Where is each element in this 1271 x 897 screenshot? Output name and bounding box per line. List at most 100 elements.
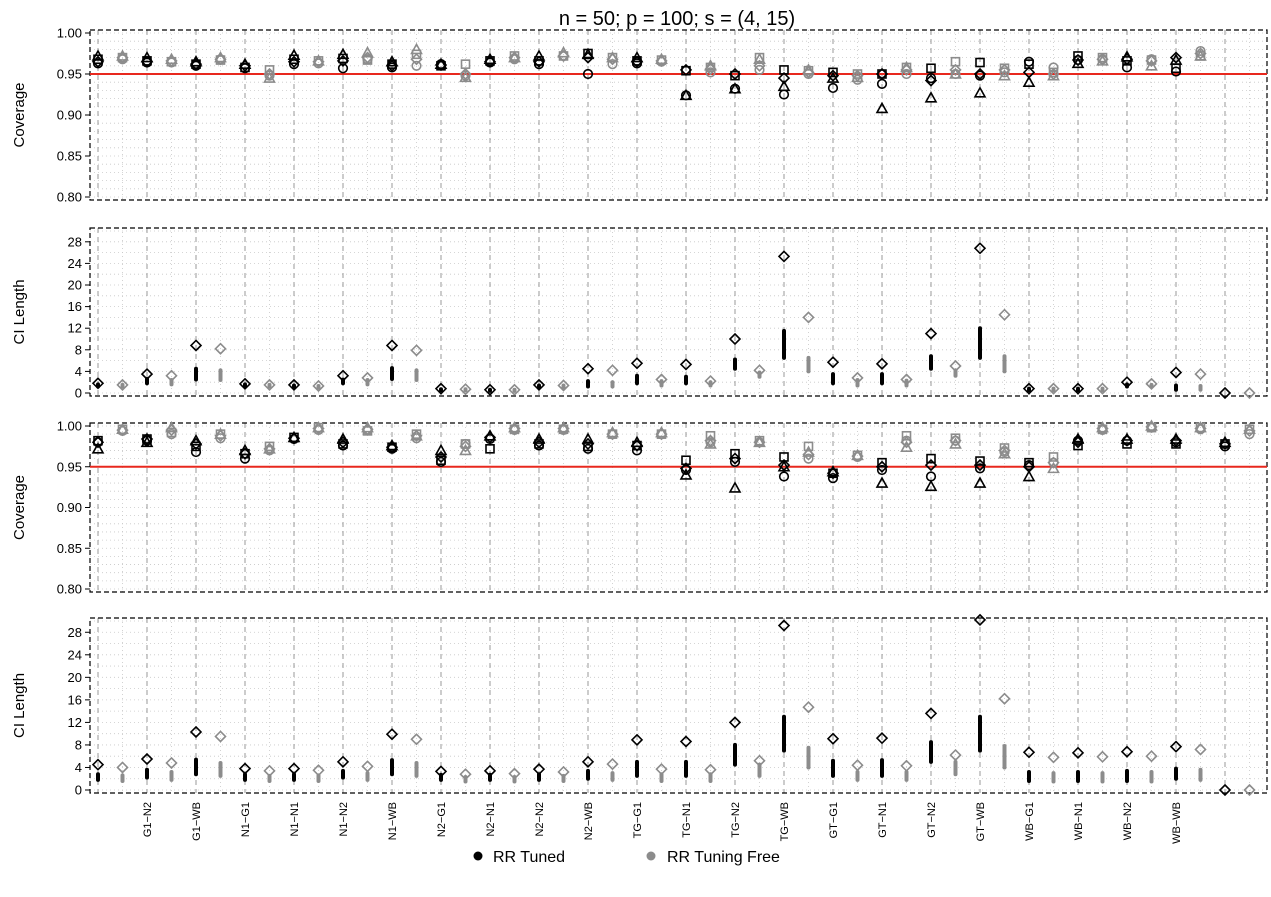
- x-tick-label: N2−G1: [436, 802, 448, 837]
- point-free-diamond: [606, 53, 619, 66]
- x-tick-label: N1−N2: [338, 802, 350, 837]
- point-free-triangle: [410, 42, 423, 55]
- point-tuned-diamond: [91, 758, 105, 771]
- point-free-diamond: [165, 423, 178, 437]
- point-free-diamond: [214, 730, 227, 743]
- panel-3: 0 4 8 12 16 20 24 28 CI Length: [11, 613, 1268, 798]
- point-tuned-diamond: [679, 462, 693, 475]
- point-free-diamond: [1096, 750, 1109, 763]
- point-free-triangle: [1096, 420, 1109, 433]
- point-free-diamond: [165, 756, 178, 770]
- point-free-diamond: [949, 359, 962, 373]
- point-free-diamond: [802, 701, 815, 714]
- point-tuned-diamond: [1169, 51, 1183, 64]
- point-free-diamond: [557, 49, 570, 63]
- point-tuned-diamond: [1169, 434, 1183, 447]
- point-tuned-diamond: [1071, 53, 1085, 67]
- point-free-diamond: [655, 428, 668, 441]
- point-free-diamond: [557, 765, 570, 779]
- x-tick-label: GT−N2: [926, 802, 938, 838]
- point-tuned-square: [828, 67, 838, 78]
- point-tuned-diamond: [1218, 386, 1232, 400]
- point-tuned-diamond: [826, 467, 840, 480]
- point-tuned-diamond: [287, 432, 301, 445]
- x-tick-label: WB−N2: [1122, 802, 1134, 840]
- point-free-diamond: [949, 748, 962, 762]
- point-tuned-diamond: [581, 51, 595, 64]
- point-tuned-diamond: [483, 764, 497, 777]
- point-tuned-diamond: [91, 436, 105, 449]
- point-tuned-diamond: [973, 67, 987, 81]
- point-tuned-diamond: [973, 242, 987, 255]
- point-tuned-circle: [435, 456, 447, 467]
- y-tick-label: 8: [75, 342, 82, 357]
- point-free-triangle: [753, 52, 766, 65]
- point-free-diamond: [606, 364, 619, 377]
- point-tuned-diamond: [189, 339, 203, 352]
- y-tick-label: 0.85: [57, 149, 82, 164]
- point-tuned-diamond: [238, 762, 252, 775]
- point-tuned-diamond: [434, 450, 448, 464]
- point-tuned-circle: [1023, 56, 1035, 67]
- panel-frame: [89, 422, 1268, 593]
- y-tick-label: 20: [68, 278, 82, 293]
- point-tuned-diamond: [630, 733, 644, 746]
- point-free-diamond: [116, 761, 129, 774]
- point-free-diamond: [508, 383, 521, 396]
- point-tuned-square: [1122, 439, 1132, 449]
- point-tuned-triangle: [973, 86, 987, 98]
- x-tick-label: TG−N2: [730, 802, 742, 838]
- point-tuned-circle: [925, 72, 937, 84]
- point-free-diamond: [214, 429, 227, 442]
- point-tuned-diamond: [287, 378, 301, 392]
- y-tick-label: 0.85: [57, 541, 82, 556]
- point-free-diamond: [116, 378, 129, 392]
- point-free-diamond: [410, 733, 423, 746]
- point-tuned-diamond: [140, 55, 154, 68]
- y-tick-label: 0: [75, 783, 82, 798]
- point-tuned-diamond: [1120, 53, 1134, 66]
- point-tuned-diamond: [728, 332, 742, 346]
- panel-frame: [89, 227, 1268, 397]
- point-free-triangle: [508, 420, 521, 433]
- point-tuned-diamond: [238, 447, 252, 460]
- point-free-diamond: [1243, 424, 1256, 438]
- point-free-diamond: [900, 63, 913, 77]
- point-free-diamond: [312, 764, 325, 777]
- point-free-diamond: [851, 371, 864, 385]
- point-free-square: [1048, 452, 1059, 462]
- point-free-diamond: [704, 763, 717, 776]
- point-tuned-diamond: [1022, 746, 1036, 759]
- point-tuned-circle: [190, 446, 202, 458]
- point-tuned-diamond: [679, 358, 693, 371]
- y-tick-label: 8: [75, 737, 82, 752]
- point-free-square: [999, 443, 1010, 453]
- point-free-diamond: [459, 768, 472, 781]
- point-free-diamond: [1096, 53, 1109, 66]
- y-tick-label: 24: [68, 256, 82, 271]
- point-free-circle: [754, 64, 765, 75]
- point-tuned-triangle: [532, 49, 546, 61]
- y-tick-label: 16: [68, 299, 82, 314]
- point-free-diamond: [1047, 67, 1060, 81]
- point-free-diamond: [312, 379, 325, 393]
- point-free-diamond: [165, 54, 178, 68]
- point-tuned-diamond: [1169, 366, 1183, 379]
- y-axis-label: CI Length: [11, 279, 28, 344]
- point-free-diamond: [851, 69, 864, 82]
- point-free-diamond: [361, 760, 374, 773]
- point-tuned-diamond: [679, 735, 693, 748]
- point-tuned-triangle: [336, 432, 350, 444]
- point-free-diamond: [508, 51, 521, 64]
- point-tuned-diamond: [238, 59, 252, 72]
- point-tuned-diamond: [875, 67, 889, 81]
- point-tuned-diamond: [238, 377, 252, 390]
- y-tick-label: 24: [68, 647, 82, 662]
- point-tuned-triangle: [532, 432, 546, 444]
- point-tuned-triangle: [777, 79, 791, 92]
- point-tuned-triangle: [434, 57, 448, 69]
- point-tuned-diamond: [1071, 746, 1085, 759]
- point-free-diamond: [606, 428, 619, 441]
- point-free-diamond: [802, 66, 815, 79]
- point-tuned-triangle: [924, 479, 938, 492]
